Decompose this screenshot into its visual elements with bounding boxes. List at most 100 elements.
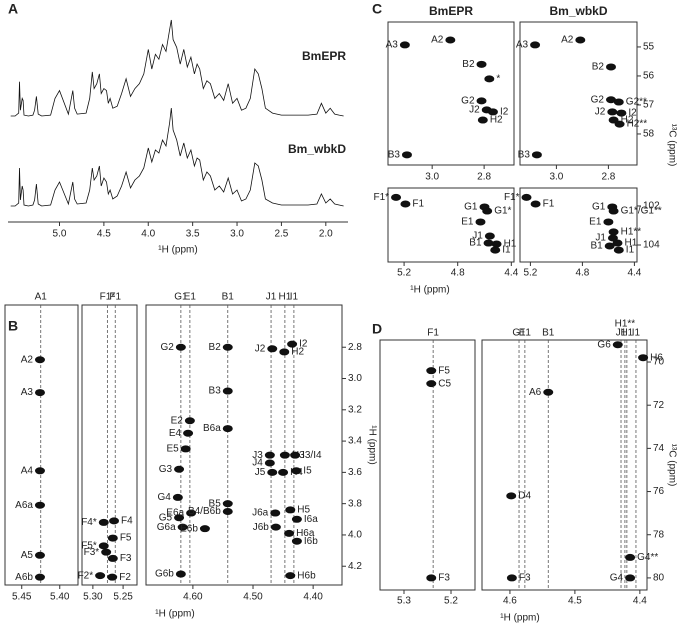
spectrum: [10, 107, 344, 207]
peak: [34, 573, 45, 581]
peak: [109, 517, 120, 525]
peak: [506, 574, 517, 582]
peak: [101, 548, 112, 556]
panel-letter: D: [372, 321, 382, 337]
plot-frame: [387, 187, 515, 263]
peak: [475, 218, 486, 226]
peak-label: D4: [518, 491, 531, 502]
panel-letter: B: [8, 318, 18, 334]
peak-label: F3: [438, 573, 450, 584]
peak-label: A2: [431, 35, 444, 46]
x-tick-label: 4.5: [568, 596, 582, 607]
column-label: G1: [512, 328, 526, 339]
peak: [477, 116, 488, 124]
peak: [184, 417, 195, 425]
peak-label: A3: [516, 40, 529, 51]
peak: [174, 465, 185, 473]
peak: [172, 493, 183, 501]
y-tick-label: 3.0: [348, 373, 362, 384]
peak: [638, 354, 649, 362]
peak-label: F3: [519, 573, 531, 584]
peak: [270, 523, 281, 531]
peak-label: B2: [462, 59, 475, 70]
peak: [607, 234, 618, 242]
x-tick-label: 2.5: [274, 229, 288, 240]
peak: [107, 573, 118, 581]
peak-label: E6b: [180, 523, 198, 534]
x-tick-label: 5.0: [53, 229, 67, 240]
y-tick-label: 76: [653, 486, 665, 497]
peak-label: A2: [21, 354, 34, 365]
column-label: A1: [35, 292, 48, 303]
peak-label: B2: [592, 62, 605, 73]
peak: [506, 492, 517, 500]
peak-label: G3: [159, 464, 173, 475]
column-label: E1: [184, 292, 197, 303]
peak: [521, 193, 532, 201]
peak-label: F3: [120, 553, 132, 564]
peak: [483, 239, 494, 247]
column-label: I1: [290, 292, 299, 303]
peak-label: I5: [303, 465, 312, 476]
series-label: Bm_wbkD: [288, 142, 346, 156]
x-tick-label: 4.50: [243, 592, 263, 603]
peak-label: F1: [543, 199, 555, 210]
peak-label: I2: [628, 108, 637, 119]
x-tick-label: 4.60: [183, 592, 203, 603]
peak-label: H1**: [621, 227, 642, 238]
peak: [270, 509, 281, 517]
peak-label: B2: [209, 342, 222, 353]
peak: [267, 468, 278, 476]
peak-label: A6: [529, 387, 542, 398]
peak: [625, 553, 636, 561]
column-label: B1: [542, 328, 555, 339]
x-axis-label: ¹H (ppm): [500, 613, 539, 624]
peak: [476, 60, 487, 68]
peak-label: C5: [438, 378, 451, 389]
peak-label: A5: [21, 550, 34, 561]
peak: [222, 425, 233, 433]
peak: [199, 525, 210, 533]
peak-label: J6a: [252, 508, 269, 519]
x-tick-label: 4.6: [503, 596, 517, 607]
peak: [612, 341, 623, 349]
peak-label: E4: [169, 428, 182, 439]
y-tick-label: 4.2: [348, 561, 362, 572]
peak: [95, 572, 106, 580]
peak-label: E6a: [166, 508, 184, 519]
peak-label: E1: [589, 217, 602, 228]
peak-label: G2: [461, 96, 475, 107]
x-tick-label: 3.0: [425, 172, 439, 183]
y-tick-label: 78: [653, 529, 665, 540]
peak: [186, 509, 197, 517]
column-label: B1: [222, 292, 235, 303]
column-label: H1**: [615, 319, 636, 330]
plot-frame: [145, 304, 343, 586]
column-label: J1: [266, 292, 277, 303]
peak-label: H2: [621, 115, 634, 126]
x-axis-label: ¹H (ppm): [155, 609, 194, 620]
peak: [287, 340, 298, 348]
y-tick-label: 57: [643, 100, 655, 111]
peak: [484, 232, 495, 240]
peak: [614, 120, 625, 128]
y-tick-label: 3.8: [348, 498, 362, 509]
peak-label: G2: [161, 342, 175, 353]
peak-label: I2: [299, 339, 308, 350]
peak-label: J3: [252, 450, 263, 461]
peak-label: H6a: [296, 528, 315, 539]
peak-label: F4*: [81, 517, 97, 528]
peak-label: A6b: [15, 572, 33, 583]
peak: [34, 551, 45, 559]
peak-label: E1: [461, 217, 474, 228]
peak: [290, 451, 301, 459]
x-tick-label: 2.0: [319, 229, 333, 240]
peak: [426, 574, 437, 582]
peak-label: G5: [159, 512, 173, 523]
peak: [476, 97, 487, 105]
peak: [291, 537, 302, 545]
peak-label: A6a: [15, 500, 33, 511]
peak: [285, 572, 296, 580]
peak: [267, 345, 278, 353]
peak: [222, 507, 233, 515]
